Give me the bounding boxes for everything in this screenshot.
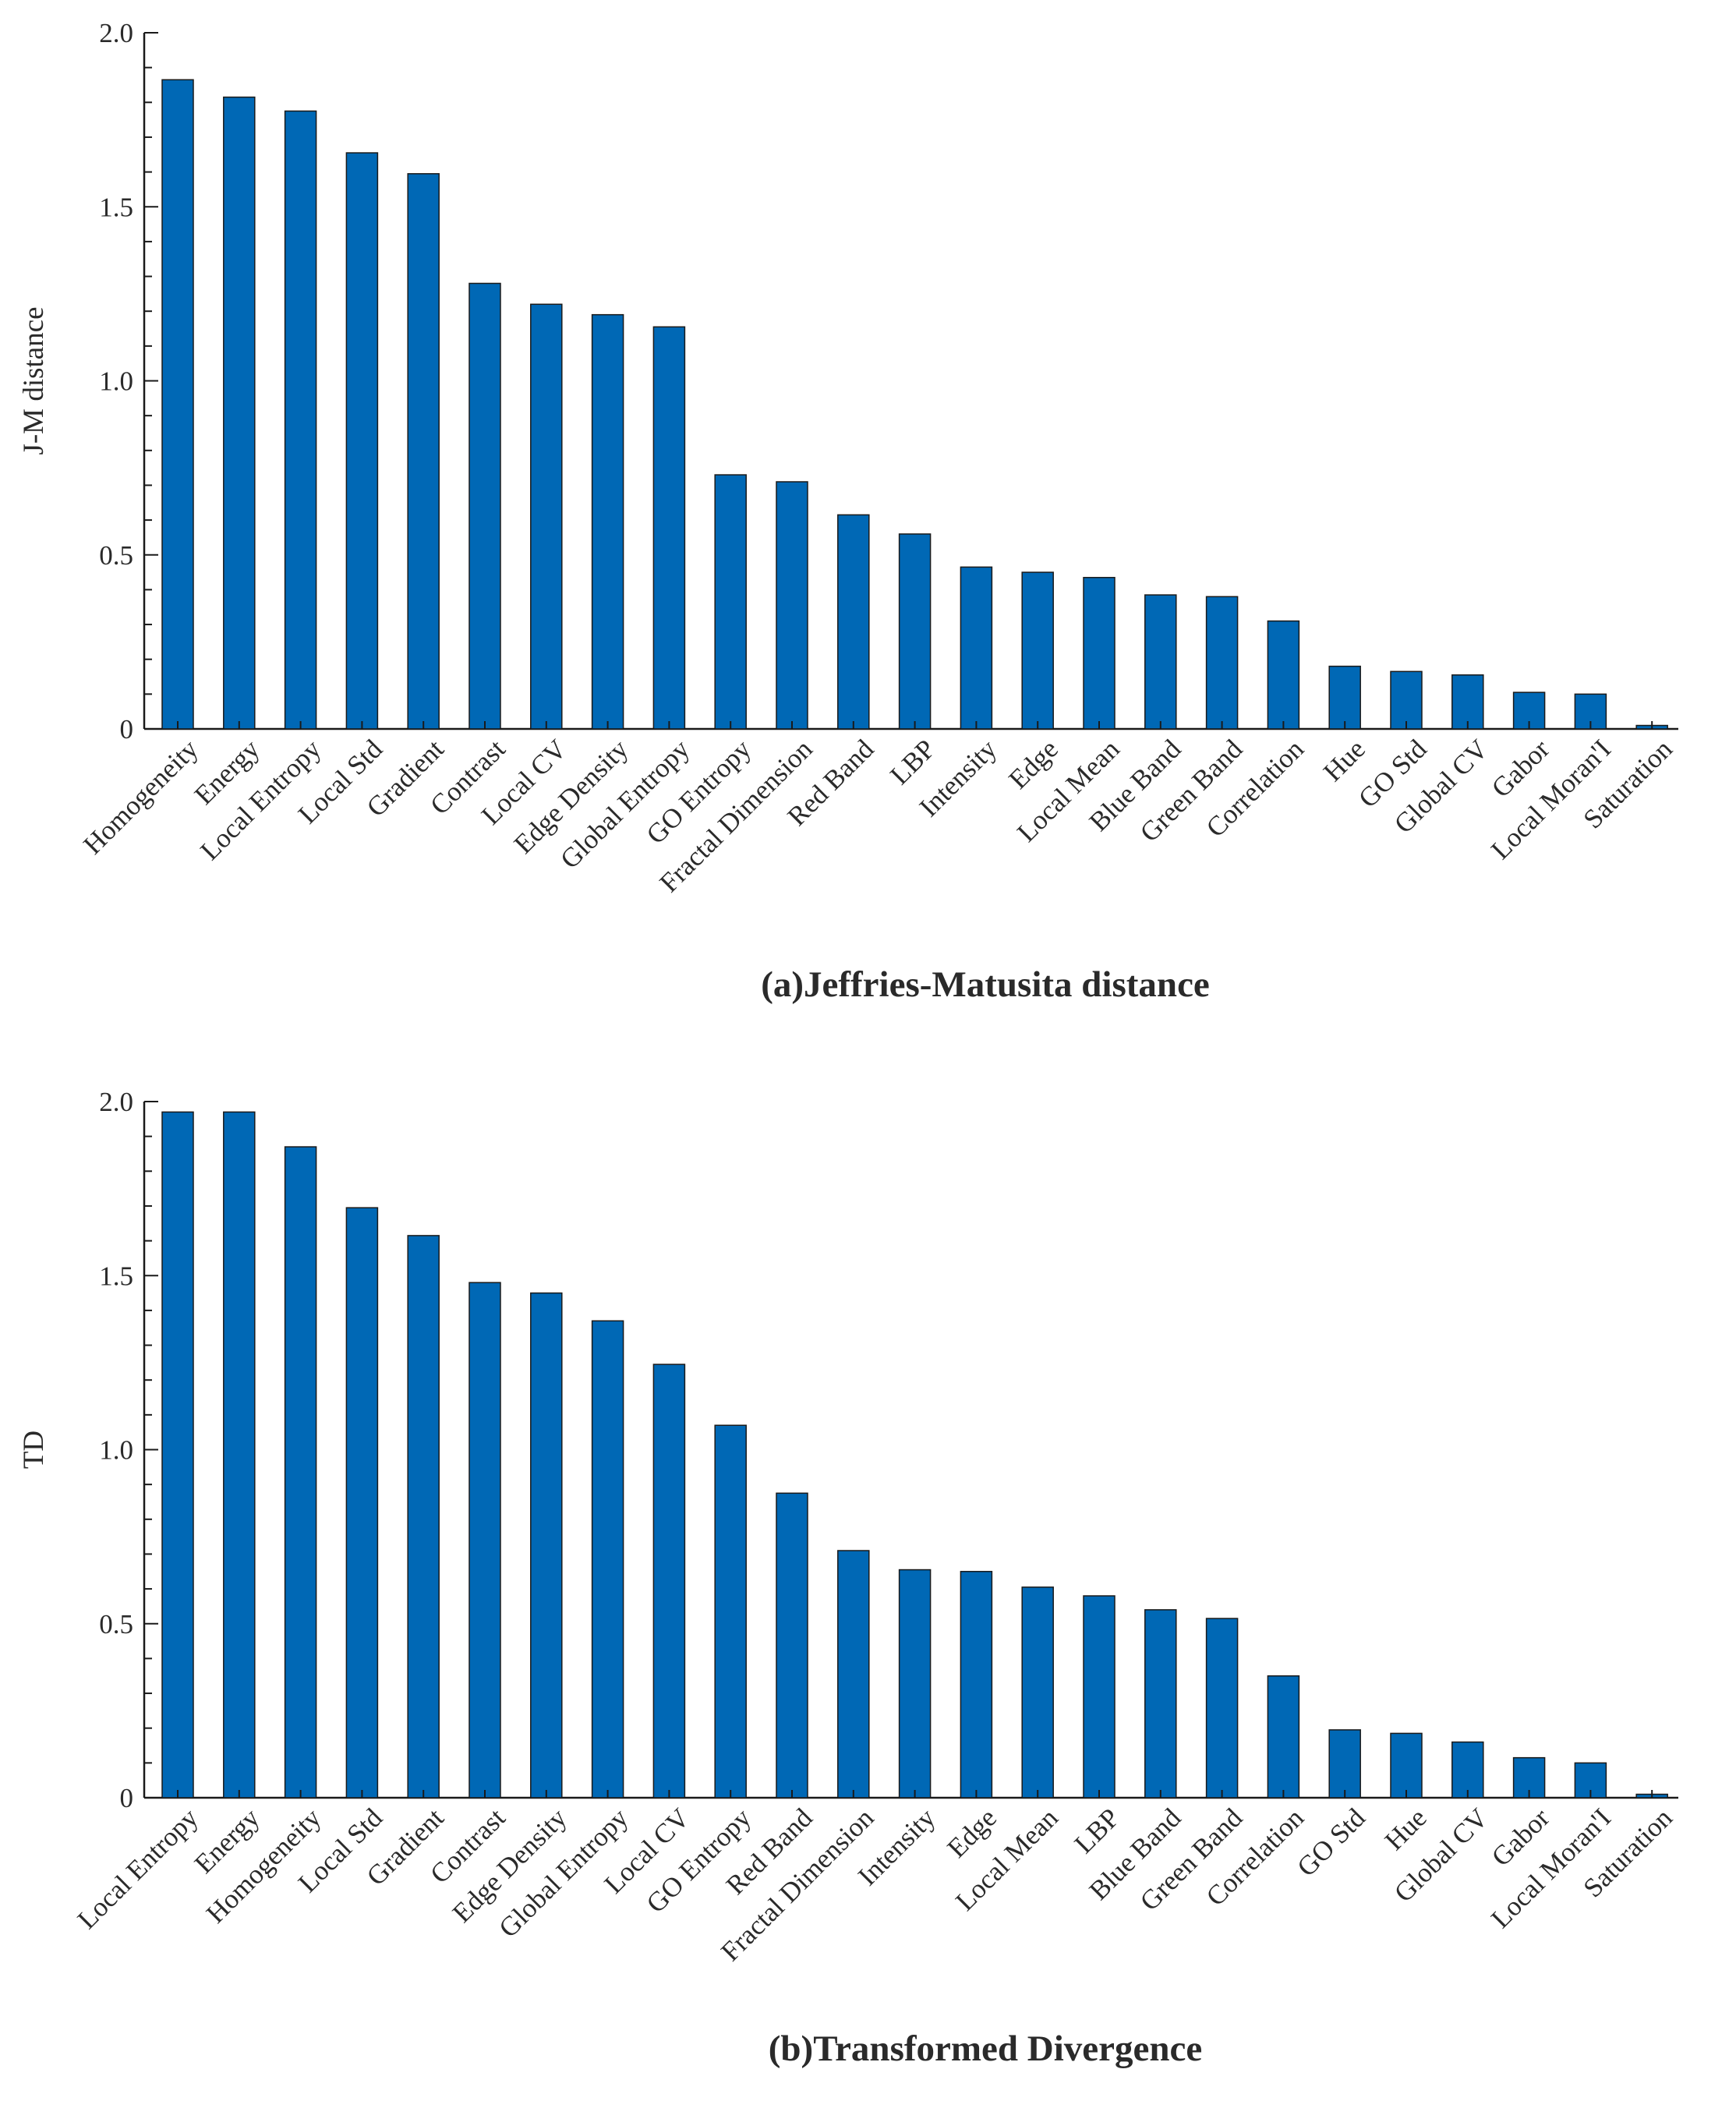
chart-panel-a: 00.51.01.52.0J-M distanceHomogeneityEner… — [18, 18, 1678, 1005]
y-tick-label: 1.5 — [99, 192, 133, 222]
bar-go-entropy — [714, 474, 747, 730]
bar-go-entropy — [714, 1424, 747, 1799]
bar-edge-density — [591, 313, 624, 730]
bar-lbp — [1083, 1595, 1115, 1799]
bar-intensity — [898, 1569, 932, 1799]
bar-edge-density — [530, 1292, 563, 1799]
bar-go-std — [1390, 670, 1423, 730]
bar-blue-band — [1144, 594, 1177, 730]
bar-edge — [1021, 571, 1054, 730]
y-tick-label: 2.0 — [99, 1087, 133, 1117]
bar-local-cv — [530, 303, 563, 730]
bar-green-band — [1205, 596, 1239, 730]
bar-fractal-dimension — [776, 481, 808, 730]
bar-hue — [1390, 1732, 1423, 1799]
bar-go-std — [1328, 1729, 1361, 1799]
y-tick-label: 0 — [120, 1783, 134, 1813]
bar-correlation — [1267, 620, 1300, 730]
y-tick-label: 0.5 — [99, 1609, 133, 1639]
bar-edge — [960, 1571, 993, 1799]
bar-energy — [223, 1111, 256, 1799]
bar-local-mean — [1021, 1586, 1054, 1799]
bar-local-entropy — [161, 1111, 194, 1799]
y-axis-title: J-M distance — [18, 306, 50, 455]
bar-local-cv — [652, 1364, 686, 1799]
bar-global-cv — [1451, 674, 1484, 730]
bar-red-band — [776, 1492, 808, 1799]
y-tick-label: 1.5 — [99, 1261, 133, 1291]
bar-global-cv — [1451, 1741, 1484, 1799]
bar-local-std — [345, 152, 379, 730]
bar-intensity — [960, 566, 993, 730]
y-tick-label: 1.0 — [99, 366, 133, 397]
y-tick-label: 2.0 — [99, 18, 133, 48]
y-tick-label: 0.5 — [99, 540, 133, 571]
bar-correlation — [1267, 1675, 1300, 1799]
bar-global-entropy — [652, 326, 686, 730]
bar-red-band — [837, 514, 870, 730]
bar-green-band — [1205, 1618, 1239, 1799]
bar-blue-band — [1144, 1609, 1177, 1799]
x-category-label: Local Entropy — [72, 1802, 204, 1935]
bar-hue — [1328, 665, 1361, 730]
bar-lbp — [898, 533, 932, 730]
bar-homogeneity — [161, 79, 194, 730]
chart-title: (a)Jeffries-Matusita distance — [761, 964, 1210, 1005]
bar-homogeneity — [284, 1146, 317, 1799]
bar-local-mean — [1083, 577, 1115, 730]
y-axis-title: TD — [18, 1431, 50, 1469]
bar-global-entropy — [591, 1320, 624, 1799]
y-tick-label: 0 — [120, 714, 134, 745]
x-category-label: Hue — [1317, 734, 1371, 787]
x-category-label: Hue — [1379, 1802, 1433, 1856]
bar-local-entropy — [284, 110, 317, 730]
bar-energy — [223, 96, 256, 730]
bar-fractal-dimension — [837, 1550, 870, 1799]
bar-gradient — [407, 1235, 440, 1799]
bar-contrast — [468, 282, 501, 730]
x-category-label: Homogeneity — [77, 734, 204, 861]
y-tick-label: 1.0 — [99, 1435, 133, 1466]
bar-local-std — [345, 1207, 379, 1799]
bar-gradient — [407, 173, 440, 730]
chart-title: (b)Transformed Divergence — [769, 2028, 1202, 2069]
x-category-label: GO Std — [1291, 1802, 1371, 1883]
bar-contrast — [468, 1282, 501, 1799]
